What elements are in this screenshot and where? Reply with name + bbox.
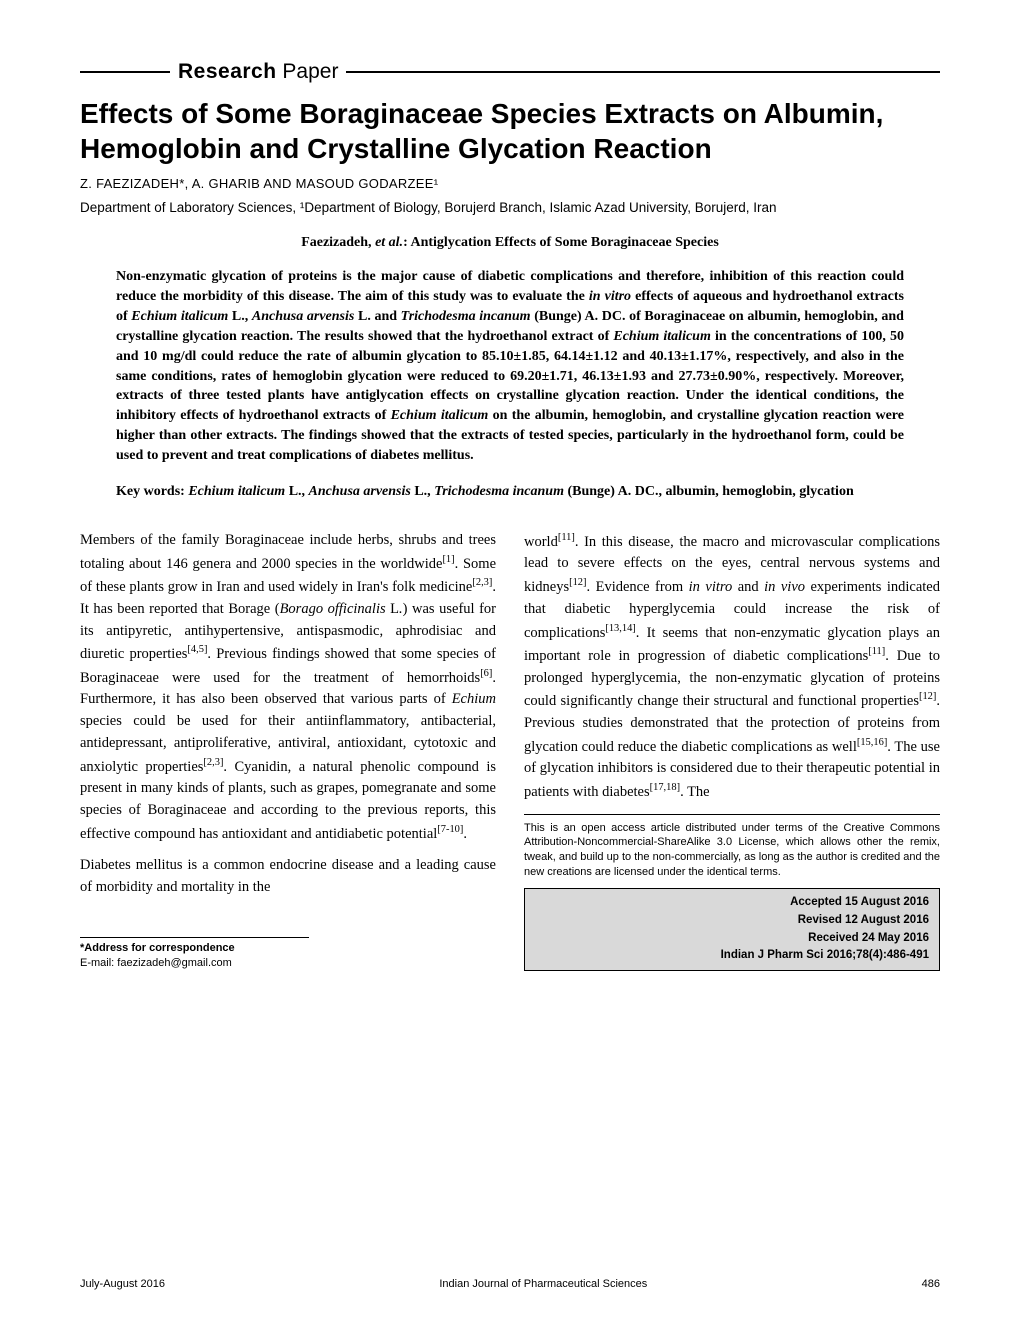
article-info-inner: Accepted 15 August 2016 Revised 12 Augus… [525,889,939,970]
section-header: Research Paper [80,60,940,84]
column-left: Members of the family Boraginaceae inclu… [80,530,496,971]
abstract: Non-enzymatic glycation of proteins is t… [116,267,904,466]
column-right: world[11]. In this disease, the macro an… [524,530,940,971]
correspondence-block: *Address for correspondence E-mail: faez… [80,937,309,971]
body-columns: Members of the family Boraginaceae inclu… [80,530,940,971]
running-title-italic: et al. [375,235,403,250]
received-date: Received 24 May 2016 [535,930,929,948]
correspondence-heading: *Address for correspondence [80,941,309,956]
rule-right [346,71,940,73]
footer-center: Indian Journal of Pharmaceutical Science… [439,1278,647,1290]
footer-left: July-August 2016 [80,1278,165,1290]
article-title: Effects of Some Boraginaceae Species Ext… [80,96,940,166]
revised-date: Revised 12 August 2016 [535,912,929,930]
page-footer: July-August 2016 Indian Journal of Pharm… [80,1278,940,1290]
rule-left [80,71,170,73]
running-title: Faezizadeh, et al.: Antiglycation Effect… [80,235,940,251]
body-paragraph: world[11]. In this disease, the macro an… [524,530,940,804]
section-label: Research Paper [170,60,346,84]
authors: Z. FAEZIZADEH*, A. GHARIB AND MASOUD GOD… [80,176,940,191]
running-title-suffix: : Antiglycation Effects of Some Boragina… [403,235,719,250]
body-paragraph: Members of the family Boraginaceae inclu… [80,530,496,845]
citation: Indian J Pharm Sci 2016;78(4):486-491 [535,947,929,965]
footer-right: 486 [922,1278,940,1290]
keywords: Key words: Echium italicum L., Anchusa a… [116,482,904,502]
article-info-box: Accepted 15 August 2016 Revised 12 Augus… [524,888,940,971]
section-label-bold: Research [178,60,277,83]
running-title-prefix: Faezizadeh, [301,235,375,250]
section-label-light: Paper [282,60,338,83]
affiliation: Department of Laboratory Sciences, ¹Depa… [80,199,940,217]
license-divider [524,814,940,815]
accepted-date: Accepted 15 August 2016 [535,894,929,912]
body-paragraph: Diabetes mellitus is a common endocrine … [80,855,496,899]
correspondence-email: E-mail: faezizadeh@gmail.com [80,956,309,971]
license-text: This is an open access article distribut… [524,821,940,880]
